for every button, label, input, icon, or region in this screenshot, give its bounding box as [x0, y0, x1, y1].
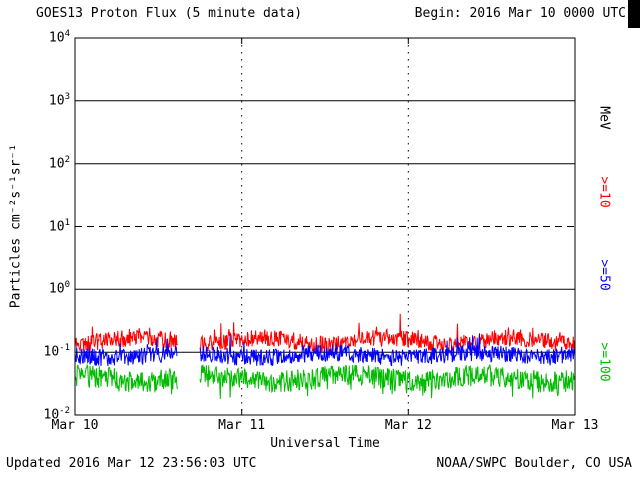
y-tick-label: 10-2	[43, 406, 71, 423]
y-tick-label: 103	[48, 91, 70, 109]
chart-title: GOES13 Proton Flux (5 minute data)	[36, 6, 303, 21]
legend-label-ge10: >=10	[596, 176, 612, 208]
legend-label-ge50: >=50	[596, 259, 612, 291]
plot-border	[74, 37, 576, 416]
y-tick-label: 101	[48, 217, 70, 234]
x-tick-label: Mar 10	[51, 418, 99, 433]
source-attribution: NOAA/SWPC Boulder, CO USA	[436, 456, 632, 471]
x-tick-label: Mar 11	[218, 418, 266, 433]
y-tick-label: 102	[48, 154, 70, 171]
flux-series-50	[75, 333, 575, 367]
x-tick-label: Mar 12	[384, 418, 432, 433]
updated-timestamp: Updated 2016 Mar 12 23:56:03 UTC	[6, 456, 257, 471]
y-tick-label: 10-1	[43, 343, 71, 360]
right-axis-unit-label: MeV	[596, 106, 612, 130]
x-axis-title: Universal Time	[270, 436, 380, 451]
y-axis-tick-labels: 104 103 102 101 100 10-1 10-2	[18, 0, 71, 480]
begin-time-label: Begin: 2016 Mar 10 0000 UTC	[414, 6, 626, 21]
y-tick-label: 104	[48, 29, 70, 46]
legend-label-ge100: >=100	[596, 342, 612, 382]
x-axis-tick-labels: Mar 10 Mar 11 Mar 12 Mar 13	[0, 418, 640, 434]
y-tick-label: 100	[48, 280, 70, 297]
flux-series-100	[75, 363, 575, 400]
x-tick-label: Mar 13	[551, 418, 599, 433]
corner-artifact	[628, 0, 640, 28]
flux-series-10	[75, 313, 575, 354]
